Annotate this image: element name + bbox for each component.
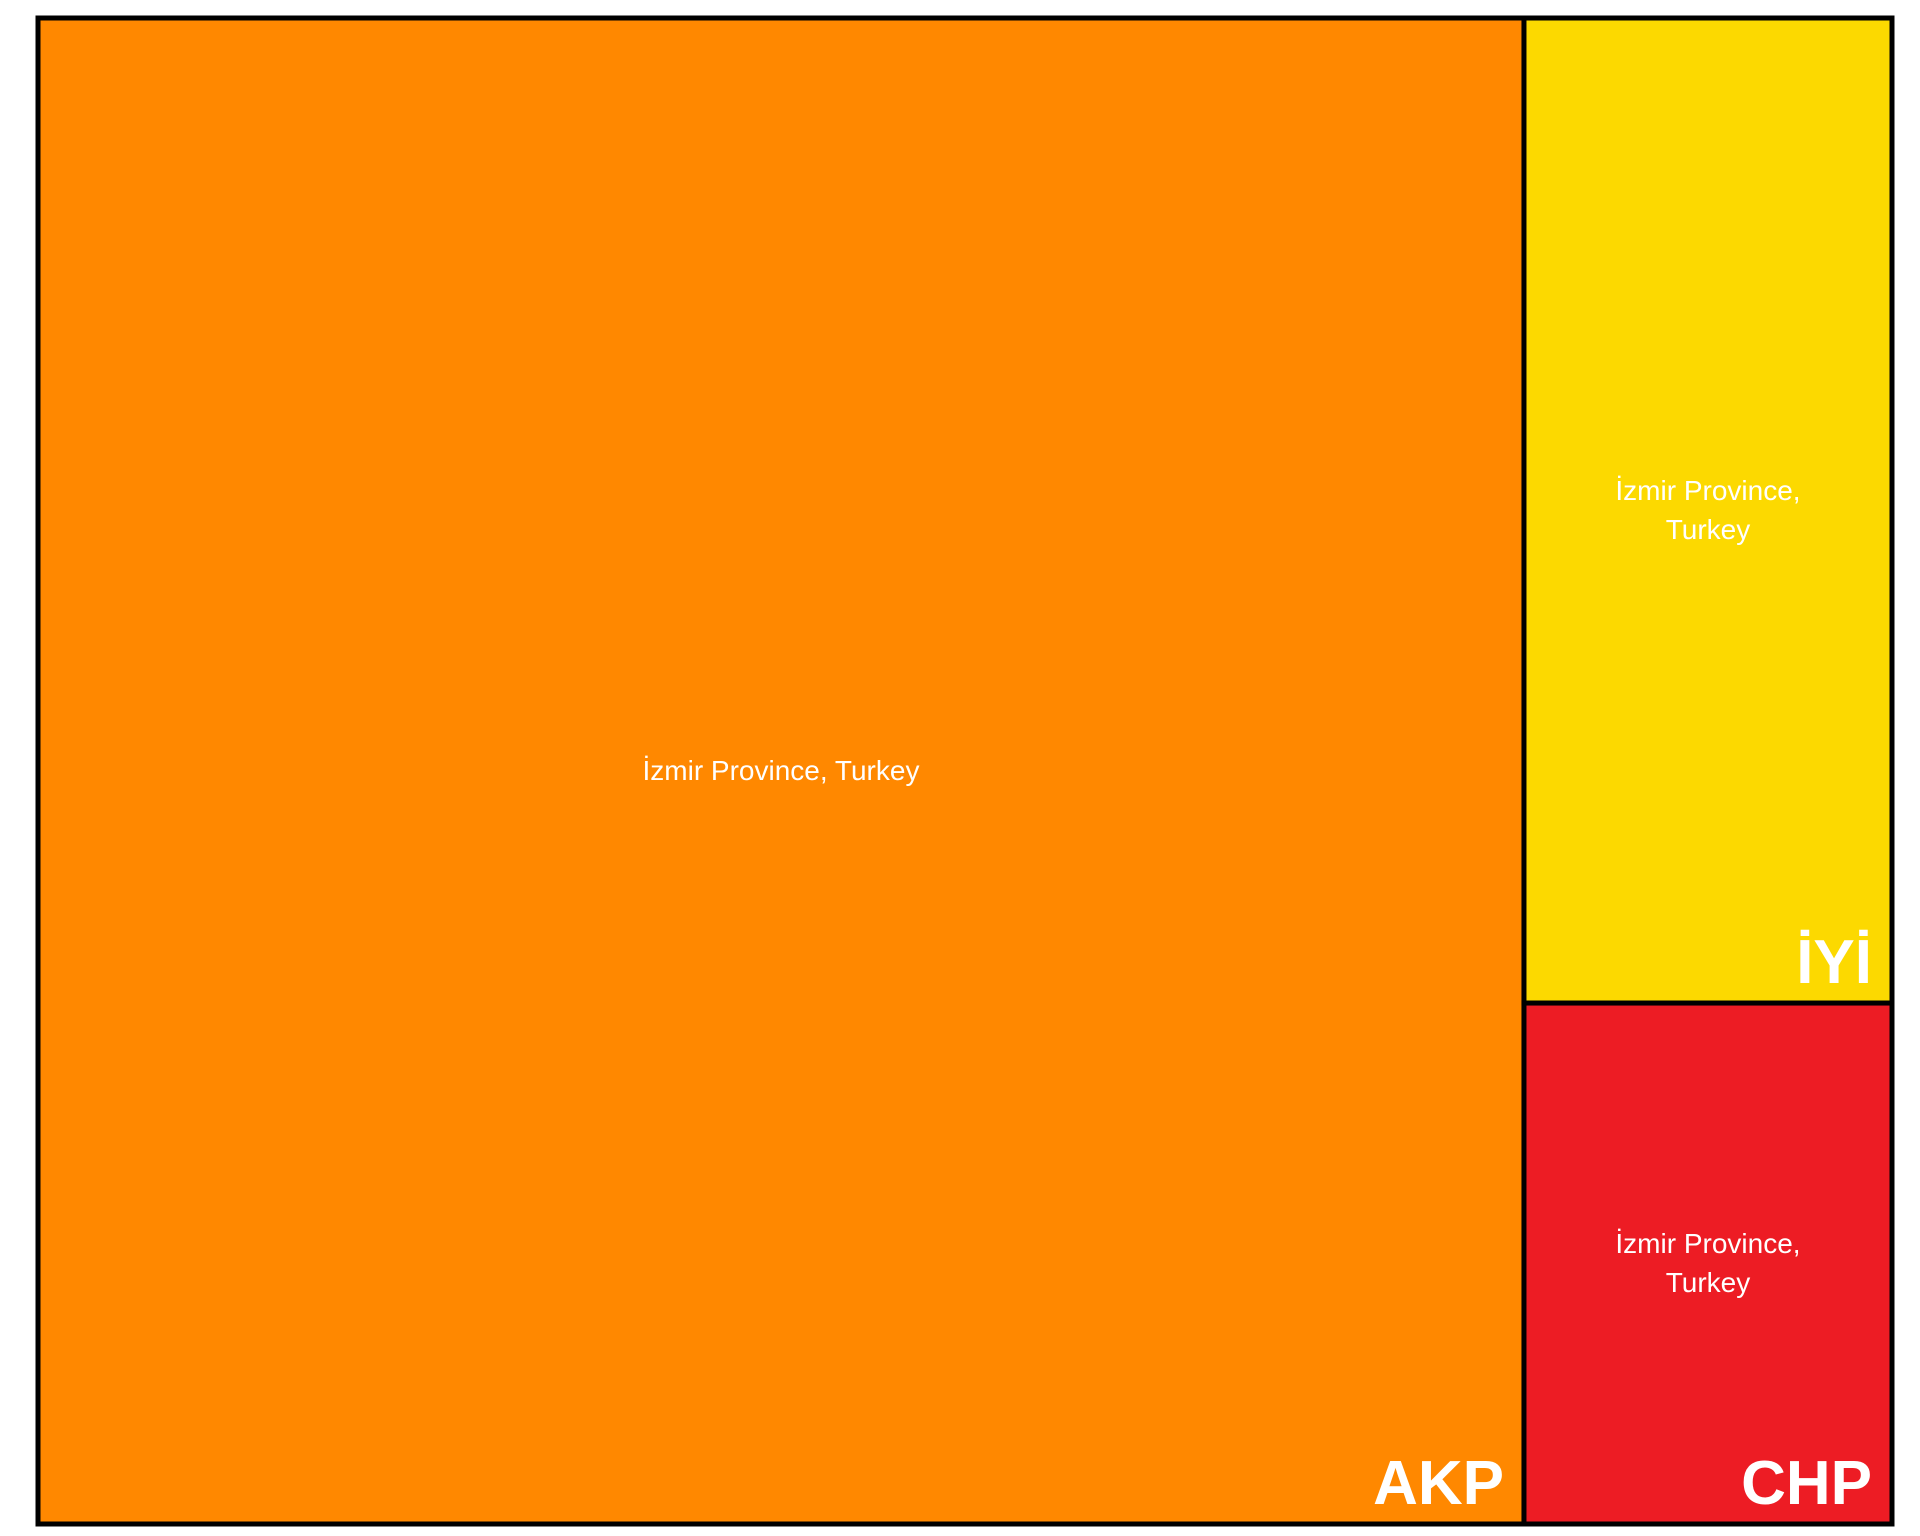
treemap-cell-chp[interactable]: İzmir Province, Turkey CHP xyxy=(1524,1003,1892,1524)
treemap-region-label-chp-line2: Turkey xyxy=(1666,1267,1751,1298)
treemap-cell-akp[interactable]: İzmir Province, Turkey AKP xyxy=(38,18,1524,1524)
treemap-cell-iyi[interactable]: İzmir Province, Turkey İYİ xyxy=(1524,18,1892,1003)
treemap-region-label-iyi-line1: İzmir Province, xyxy=(1615,475,1800,506)
treemap-region-label-akp-line1: İzmir Province, Turkey xyxy=(643,755,920,786)
treemap-rect-iyi[interactable] xyxy=(1524,18,1892,1003)
treemap-rect-chp[interactable] xyxy=(1524,1003,1892,1524)
treemap-region-label-chp-line1: İzmir Province, xyxy=(1615,1228,1800,1259)
treemap-party-label-akp: AKP xyxy=(1373,1449,1504,1518)
treemap-region-label-iyi-line2: Turkey xyxy=(1666,514,1751,545)
treemap-party-label-iyi: İYİ xyxy=(1796,928,1872,997)
treemap-party-label-chp: CHP xyxy=(1741,1449,1872,1518)
